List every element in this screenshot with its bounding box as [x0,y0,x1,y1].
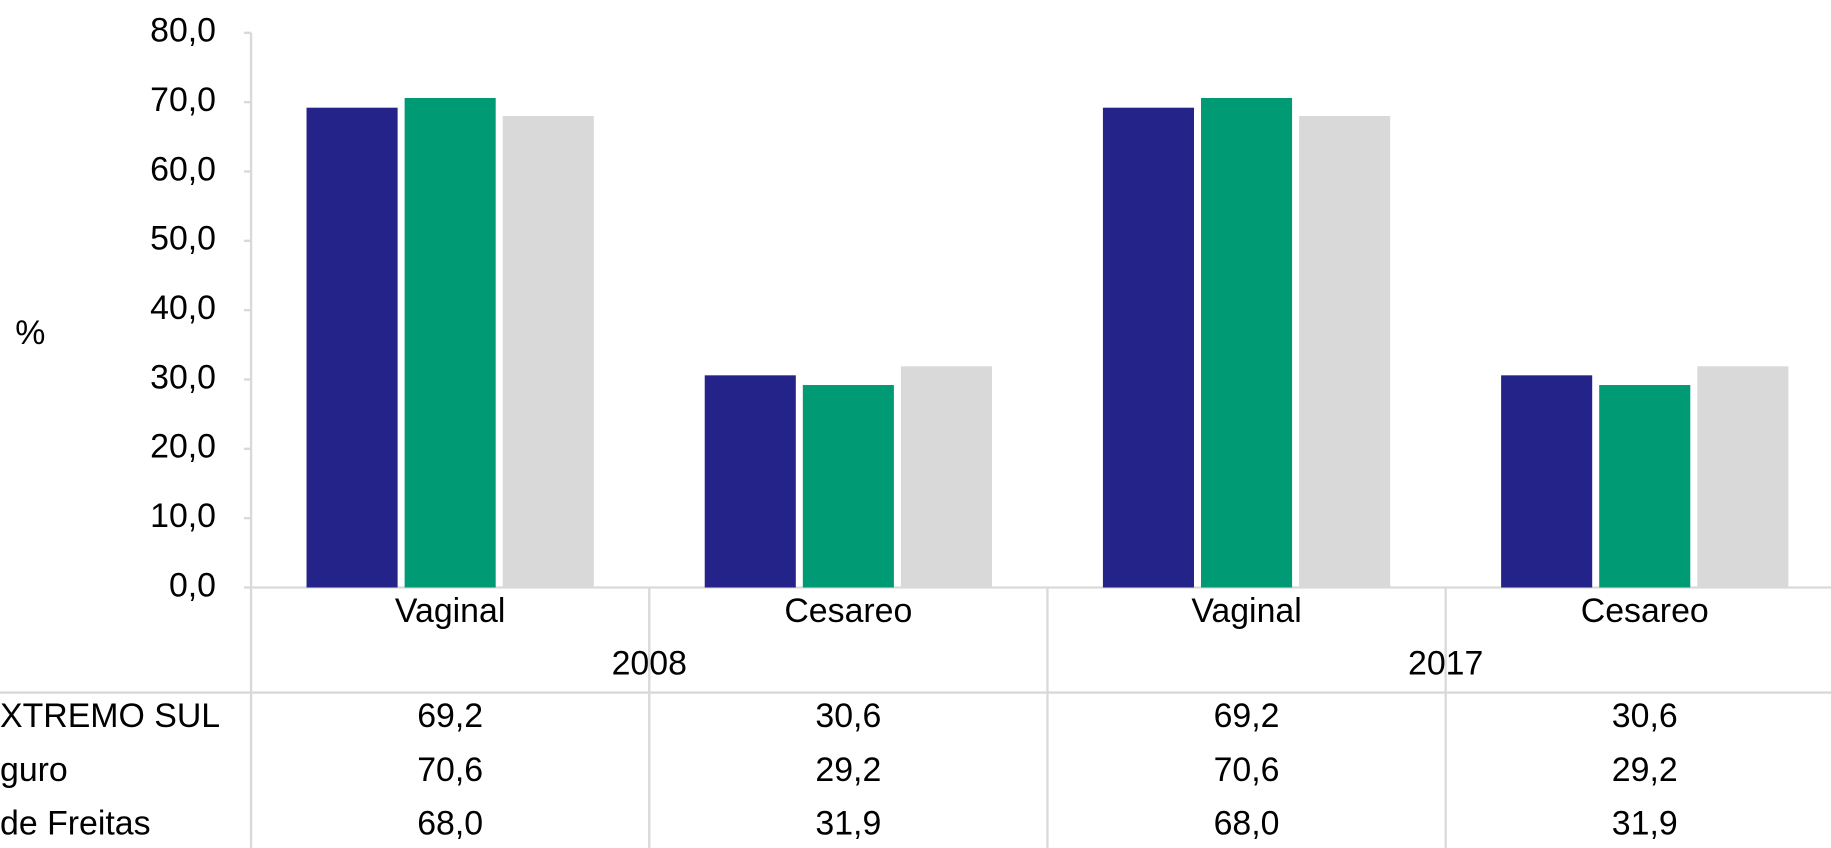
bar [502,116,594,588]
bar [1697,366,1789,588]
bar [306,107,398,588]
table-value: 31,9 [815,805,881,843]
y-tick-label: 50,0 [150,220,216,258]
table-value: 69,2 [1214,697,1280,735]
bar [1299,116,1391,588]
bar [1501,375,1593,588]
bar [900,366,992,588]
bar [1201,97,1293,588]
x-tick-label: Vaginal [1191,592,1301,630]
y-tick-label: 70,0 [150,81,216,119]
bar [404,97,496,588]
table-value: 29,2 [815,751,881,789]
x-tick-label: Vaginal [395,592,505,630]
table-value: 31,9 [1612,805,1678,843]
series-name: guro [0,751,68,789]
y-tick-label: 0,0 [169,566,216,604]
y-tick-label: 30,0 [150,358,216,396]
x-tick-label: Cesareo [784,592,912,630]
y-tick-label: 10,0 [150,497,216,535]
y-axis-label: % [15,314,45,352]
bar [1599,385,1691,588]
group-label: 2008 [612,645,687,683]
table-value: 70,6 [1214,751,1280,789]
x-tick-label: Cesareo [1581,592,1709,630]
table-value: 68,0 [1214,805,1280,843]
bar [704,375,796,588]
table-value: 29,2 [1612,751,1678,789]
y-tick-label: 40,0 [150,289,216,327]
bar [1102,107,1195,588]
bar [802,385,894,588]
y-tick-label: 60,0 [150,150,216,188]
series-name: XTREMO SUL [0,697,220,735]
y-tick-label: 20,0 [150,428,216,466]
table-value: 69,2 [417,697,483,735]
series-name: de Freitas [0,805,151,843]
table-value: 70,6 [417,751,483,789]
table-value: 30,6 [815,697,881,735]
table-value: 30,6 [1612,697,1678,735]
y-tick-label: 80,0 [150,12,216,50]
table-value: 68,0 [417,805,483,843]
group-label: 2017 [1408,645,1483,683]
